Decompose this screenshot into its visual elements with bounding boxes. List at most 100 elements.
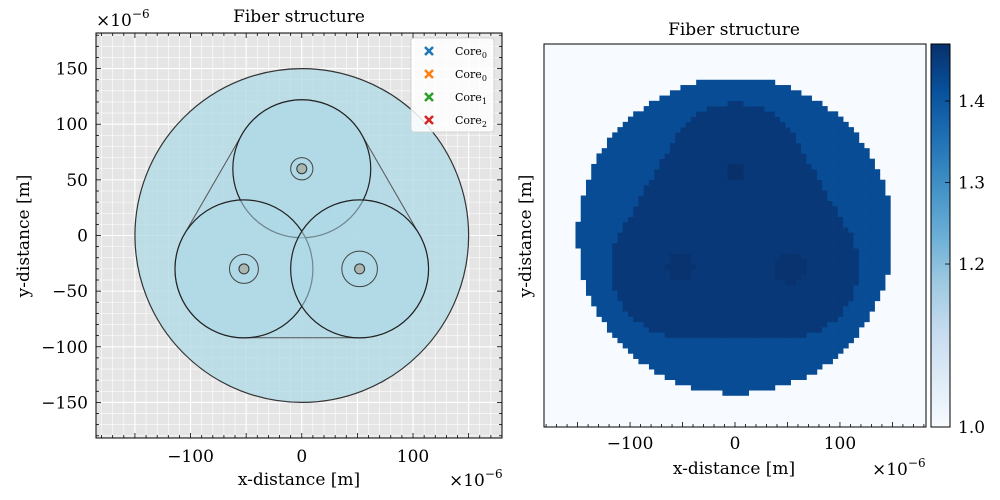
heatmap-cell (774, 227, 781, 233)
heatmap-cell (685, 211, 692, 217)
heatmap-cell (853, 321, 860, 328)
heatmap-cell (685, 342, 692, 349)
heatmap-cell (743, 100, 749, 107)
heatmap-cell (811, 363, 818, 370)
heatmap-cell (806, 195, 812, 202)
heatmap-cell (832, 221, 839, 228)
heatmap-cell (680, 206, 687, 212)
heatmap-cell (732, 269, 739, 275)
heatmap-cell (711, 279, 718, 286)
heatmap-cell (774, 321, 781, 328)
heatmap-cell (780, 116, 786, 123)
heatmap-cell (648, 100, 655, 107)
heatmap-cell (696, 227, 702, 233)
heatmap-cell (664, 206, 671, 212)
heatmap-cell (837, 121, 844, 128)
heatmap-cell (795, 163, 802, 170)
heatmap-cell (785, 111, 791, 117)
heatmap-cell (764, 253, 770, 259)
heatmap-cell (606, 269, 613, 275)
heatmap-cell (801, 369, 807, 375)
heatmap-cell (690, 221, 697, 228)
x-tick-label: 100 (824, 434, 856, 454)
heatmap-cell (801, 163, 807, 170)
heatmap-cell (690, 316, 697, 323)
heatmap-cell (769, 242, 776, 249)
heatmap-cell (753, 279, 760, 286)
heatmap-cell (764, 279, 770, 286)
heatmap-cell (753, 258, 760, 265)
heatmap-cell (722, 95, 729, 102)
heatmap-cell (780, 169, 786, 175)
heatmap-cell (648, 174, 655, 181)
heatmap-cell (643, 300, 650, 307)
heatmap-cell (759, 248, 765, 254)
heatmap-cell (633, 179, 639, 186)
heatmap-cell (659, 237, 666, 244)
colorbar-tick-label: 1.3 (958, 174, 985, 194)
heatmap-cell (769, 379, 776, 386)
heatmap-cell (759, 116, 765, 123)
heatmap-cell (654, 269, 660, 275)
heatmap-cell (811, 263, 818, 270)
heatmap-cell (748, 258, 755, 265)
heatmap-cell (643, 216, 650, 223)
heatmap-cell (764, 137, 770, 144)
heatmap-cell (806, 200, 812, 207)
heatmap-cell (717, 206, 723, 212)
heatmap-cell (664, 300, 671, 307)
heatmap-cell (722, 163, 729, 170)
heatmap-cell (659, 274, 666, 281)
heatmap-cell (669, 253, 676, 259)
heatmap-cell (690, 195, 697, 202)
heatmap-cell (706, 279, 713, 286)
heatmap-cell (848, 200, 854, 207)
heatmap-cell (654, 279, 660, 286)
heatmap-cell (690, 179, 697, 186)
heatmap-cell (601, 227, 608, 233)
heatmap-cell (827, 295, 833, 302)
heatmap-cell (606, 284, 613, 291)
heatmap-cell (654, 148, 660, 154)
heatmap-cell (790, 158, 797, 165)
heatmap-cell (601, 237, 608, 244)
heatmap-cell (680, 242, 687, 249)
heatmap-cell (664, 363, 671, 370)
heatmap-cell (612, 148, 618, 154)
heatmap-cell (633, 327, 639, 333)
heatmap-cell (790, 116, 797, 123)
heatmap-cell (601, 284, 608, 291)
heatmap-cell (648, 179, 655, 186)
heatmap-cell (832, 311, 839, 317)
heatmap-cell (643, 311, 650, 317)
heatmap-cell (748, 263, 755, 270)
heatmap-cell (764, 79, 770, 86)
heatmap-cell (795, 216, 802, 223)
heatmap-cell (617, 206, 624, 212)
heatmap-cell (680, 85, 687, 91)
heatmap-cell (654, 111, 660, 117)
heatmap-cell (864, 269, 870, 275)
heatmap-cell (685, 279, 692, 286)
heatmap-cell (769, 374, 776, 380)
heatmap-cell (706, 332, 713, 338)
heatmap-cell (759, 137, 765, 144)
heatmap-cell (669, 127, 676, 133)
heatmap-cell (706, 206, 713, 212)
heatmap-cell (801, 153, 807, 160)
heatmap-cell (795, 111, 802, 117)
heatmap-cell (612, 242, 618, 249)
heatmap-cell (685, 284, 692, 291)
heatmap-cell (596, 300, 603, 307)
heatmap-cell (774, 290, 781, 296)
heatmap-cell (722, 284, 729, 291)
heatmap-cell (675, 116, 681, 123)
heatmap-cell (722, 111, 729, 117)
heatmap-cell (706, 348, 713, 354)
heatmap-cell (654, 237, 660, 244)
heatmap-cell (648, 106, 655, 112)
heatmap-cell (753, 200, 760, 207)
heatmap-cell (696, 232, 702, 238)
heatmap-cell (769, 174, 776, 181)
heatmap-cell (832, 153, 839, 160)
